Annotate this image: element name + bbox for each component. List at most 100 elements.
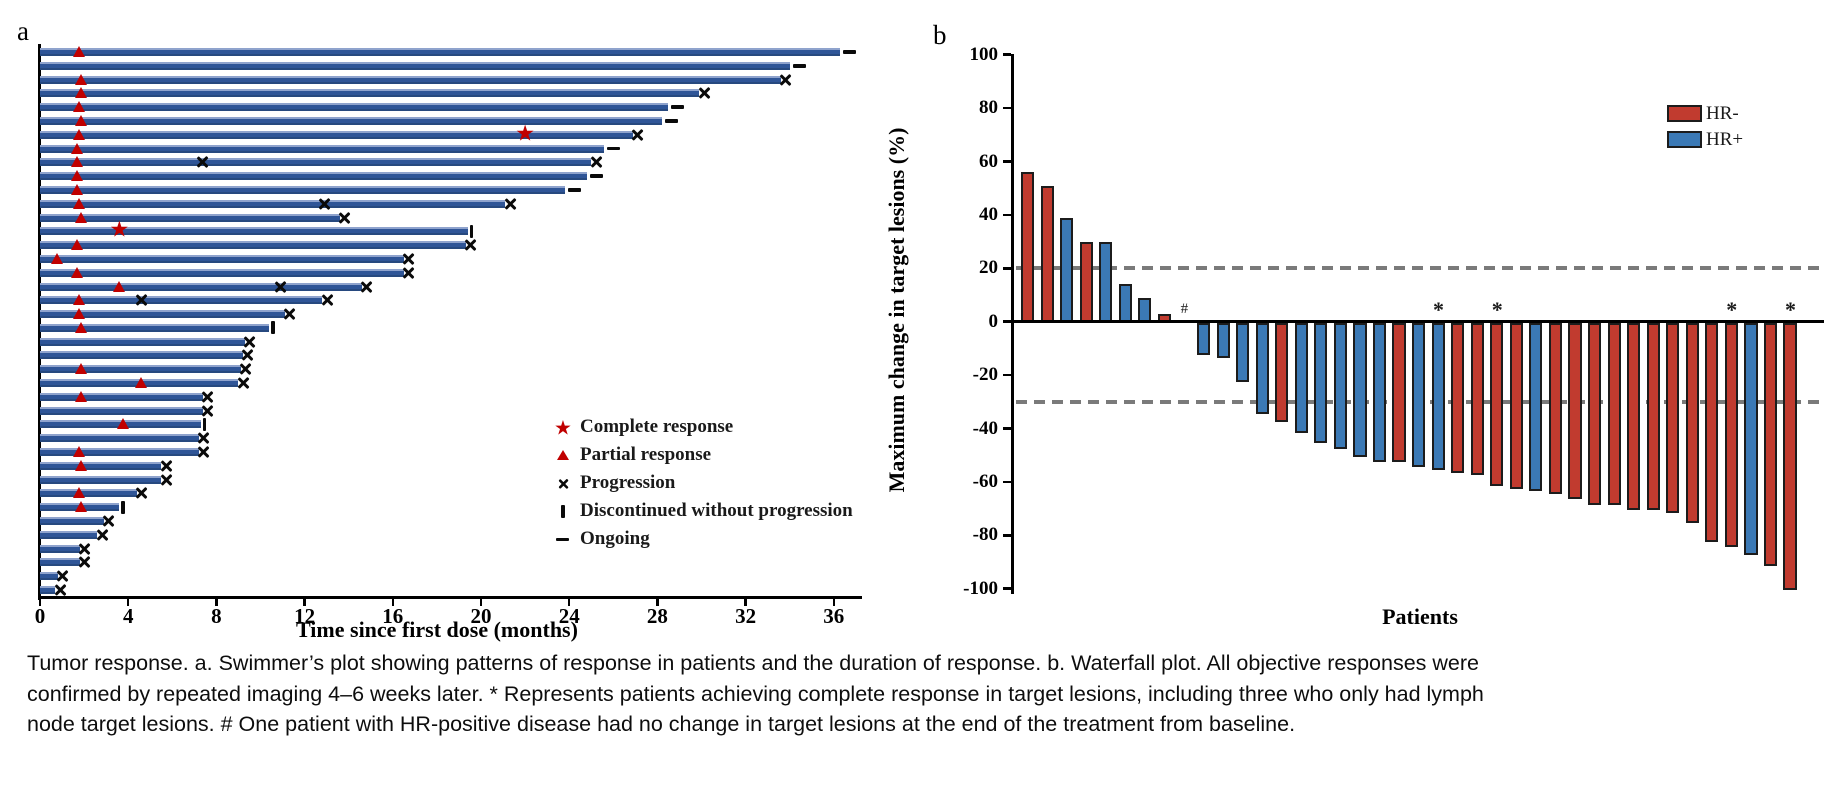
swimmer-bar [40, 213, 340, 222]
waterfall-bar [1607, 323, 1621, 505]
progression-icon [360, 280, 373, 293]
progression-icon [590, 156, 603, 169]
waterfall-bar [1196, 323, 1211, 356]
legend-swatch-hr-negative [1667, 105, 1702, 122]
waterfall-bar [1079, 241, 1093, 322]
swimmer-x-tick [832, 598, 836, 606]
swimmer-x-tick-label: 12 [294, 604, 316, 628]
swimmer-x-tick [744, 598, 747, 606]
waterfall-bar [1060, 217, 1074, 322]
swimmer-bar [40, 517, 104, 526]
waterfall-y-tick-label: -100 [963, 577, 998, 599]
swimmer-x-tick-label: 0 [34, 604, 46, 628]
ongoing-icon [792, 64, 806, 68]
swimmer-x-tick [479, 598, 483, 606]
waterfall-bar [1646, 323, 1660, 511]
progression-icon [102, 515, 115, 528]
swimmer-x-tick-label: 28 [646, 604, 668, 628]
swimmer-x-tick [126, 598, 130, 606]
figure-caption: Tumor response. a. Swimmer’s plot showin… [27, 651, 1484, 737]
waterfall-bar [1412, 323, 1426, 468]
progression-icon [78, 556, 91, 569]
x-axis-label-months: Time since first dose (months) [296, 617, 578, 642]
swimmer-bar [40, 48, 841, 56]
swimmer-x-tick-label: 20 [470, 604, 492, 628]
progression-icon [504, 197, 517, 210]
waterfall-y-tick-label: -60 [972, 470, 998, 492]
progression-icon [274, 280, 287, 293]
progression-icon [78, 542, 91, 555]
swimmer-bar [40, 75, 781, 84]
partial-response-icon [117, 418, 130, 430]
waterfall-y-tick [1003, 106, 1011, 110]
swimmer-x-tick-label: 32 [735, 604, 757, 628]
progression-icon [56, 570, 69, 583]
progression-icon [244, 335, 257, 348]
swimmer-x-tick [567, 598, 571, 606]
swimmer-x-tick-label: 16 [382, 604, 404, 628]
swimmer-x-tick-label: 8 [211, 604, 222, 628]
discontinued-icon [469, 224, 474, 238]
swimmer-bar [40, 130, 634, 139]
progression-icon [464, 239, 477, 252]
progression-icon [197, 446, 210, 459]
progression-icon [202, 390, 215, 403]
swimmer-bar [40, 406, 204, 415]
discontinued-icon [121, 500, 125, 514]
waterfall-bar [1294, 323, 1308, 433]
swimmer-legend-label: Ongoing [580, 528, 650, 549]
progression-icon [779, 73, 792, 86]
partial-response-icon [73, 294, 86, 306]
waterfall-y-tick-label: 100 [969, 43, 999, 65]
partial-response-icon [73, 197, 86, 209]
waterfall-bar [1040, 185, 1054, 322]
waterfall-bar [1744, 323, 1758, 556]
waterfall-bar [1118, 284, 1132, 322]
swimmer-bar [40, 185, 565, 194]
waterfall-bar [1587, 323, 1602, 505]
waterfall-bar [1763, 323, 1778, 567]
swimmer-x-tick [656, 598, 659, 606]
discontinued-icon [271, 321, 275, 335]
swimmer-y-axis [38, 44, 41, 600]
waterfall-bar [1529, 323, 1543, 492]
partial-response-icon [556, 450, 569, 460]
x-axis-label-patients: Patients [1382, 604, 1458, 629]
progression-icon [283, 308, 296, 321]
swimmer-bar [40, 530, 98, 539]
waterfall-zero-line [1011, 320, 1824, 324]
progression-icon [54, 584, 67, 597]
waterfall-bar [1470, 323, 1484, 476]
swimmer-bar [40, 461, 162, 470]
progression-icon [338, 211, 351, 224]
progression-icon [197, 432, 210, 445]
waterfall-y-tick [1003, 587, 1011, 590]
waterfall-bar [1372, 323, 1387, 463]
partial-response-icon [75, 114, 88, 126]
waterfall-bar [1333, 323, 1347, 449]
swimmer-x-tick [391, 598, 395, 606]
swimmer-bar [40, 103, 669, 112]
waterfall-bar [1705, 323, 1719, 543]
complete-response-asterisk: * [1726, 297, 1738, 322]
progression-icon [698, 87, 711, 100]
partial-response-icon [75, 211, 88, 223]
swimmer-x-tick [38, 598, 42, 606]
waterfall-y-tick-label: 40 [979, 203, 998, 225]
waterfall-bar [1216, 323, 1230, 358]
partial-response-icon [134, 377, 147, 389]
progression-icon [160, 459, 173, 472]
waterfall-y-tick [1003, 213, 1011, 217]
swimmer-legend-label: Partial response [580, 444, 712, 465]
complete-response-asterisk: * [1433, 297, 1445, 322]
panel-a-letter: a [17, 16, 29, 46]
partial-response-icon [70, 266, 83, 278]
partial-response-icon [70, 156, 83, 168]
waterfall-bar [1392, 323, 1406, 463]
swimmer-bar [40, 448, 199, 457]
partial-response-icon [73, 446, 86, 458]
waterfall-y-tick [1003, 267, 1011, 270]
waterfall-y-tick [1003, 427, 1011, 430]
swimmer-x-tick [303, 598, 306, 606]
swimmer-bar [40, 392, 204, 401]
